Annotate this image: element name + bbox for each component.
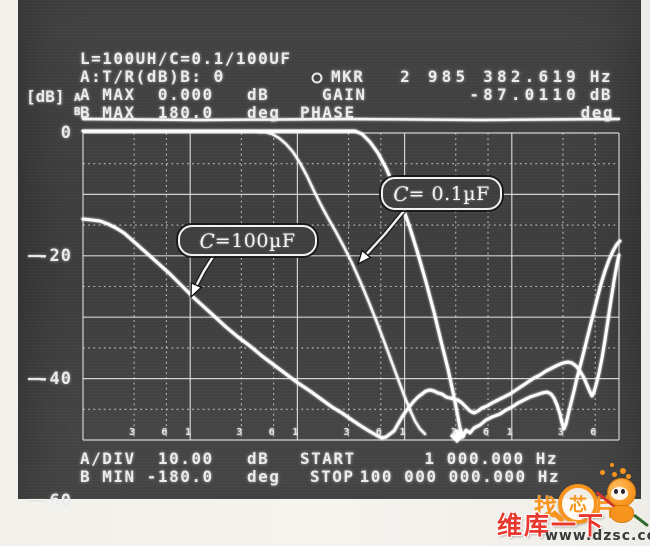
- callout-variable: C: [393, 181, 409, 206]
- measurement-traces: [81, 117, 622, 443]
- mkr-gain-unit: dB: [589, 85, 612, 104]
- start-frequency: 1 000.000 Hz: [424, 449, 558, 468]
- a-max-readout: A MAX 0.000 dB: [80, 85, 270, 104]
- mascot-antenna: [612, 472, 617, 477]
- marker-dot-icon: [311, 72, 323, 84]
- arrowhead-icon: [356, 249, 372, 266]
- x-tick-label: 1: [399, 427, 406, 438]
- gain-label: GAIN: [322, 85, 367, 104]
- title-readout: L=100UH/C=0.1/100UF: [80, 49, 292, 68]
- crt-screen-background: [18, 0, 641, 499]
- mascot-antenna: [626, 474, 631, 479]
- leader-line: [193, 251, 218, 289]
- graticule-grid: [82, 132, 620, 441]
- sparkle-icon: [600, 470, 605, 475]
- mascot-eye: [614, 489, 618, 494]
- trace-phase-trace-rolloff: [256, 130, 427, 436]
- mkr-gain-value: -87.0110: [469, 85, 580, 104]
- a-div-readout: A/DIV 10.00 dB: [80, 449, 270, 468]
- y-tick-label: -40: [38, 368, 72, 389]
- callout-c-100uf: C =100µF: [178, 225, 317, 256]
- y-tick-dash: [28, 254, 41, 257]
- x-tick-label: 3: [450, 427, 457, 438]
- y-tick-label: -60: [38, 491, 72, 512]
- mkr-frequency-value: 2 985 382.619: [400, 67, 580, 86]
- callout-c-0.1uf: C = 0.1µF: [381, 177, 502, 210]
- b-min-readout: B MIN -180.0 deg: [80, 467, 281, 486]
- y-axis-unit-label: [dB]: [26, 87, 65, 106]
- x-tick-label: 3: [129, 427, 136, 438]
- watermark-xin: 芯: [569, 495, 587, 516]
- channel-readout: A:T/R(dB)B: θ: [80, 67, 225, 86]
- callout-value: =100µF: [214, 229, 296, 252]
- y-tick-label: -20: [38, 245, 72, 266]
- arrowhead-icon: [190, 281, 203, 299]
- x-tick-label: 6: [375, 427, 382, 438]
- b-max-readout: B MAX 180.0 deg: [80, 103, 281, 122]
- channel-a-caret: A: [74, 91, 81, 104]
- phase-label: PHASE: [300, 103, 356, 122]
- y-tick-label: 0: [60, 123, 72, 143]
- y-tick-dash: [28, 500, 41, 503]
- callout-value: = 0.1µF: [408, 182, 490, 205]
- x-tick-label: 6: [161, 427, 168, 438]
- x-tick-label: 3: [557, 427, 564, 438]
- x-tick-label: 1: [185, 427, 192, 438]
- sparkle-icon: [620, 468, 626, 474]
- mkr-frequency-unit: Hz: [589, 67, 612, 86]
- sparkle-icon: [610, 463, 614, 467]
- x-tick-label: 6: [483, 427, 490, 438]
- x-tick-label: 6: [590, 427, 597, 438]
- stop-label: STOP: [310, 467, 355, 486]
- start-label: START: [300, 449, 356, 468]
- trace-series-1: [81, 217, 621, 440]
- channel-b-caret: B: [74, 105, 81, 118]
- mascot-eye: [621, 489, 625, 494]
- x-tick-label: 6: [268, 427, 275, 438]
- phase-unit: deg: [580, 103, 614, 122]
- trace-phase-trace-flat: [81, 117, 621, 122]
- watermark-brand: 维库一下: [497, 511, 606, 540]
- x-tick-label: 1: [506, 427, 513, 438]
- mascot-body: [610, 505, 634, 523]
- marker-diamond-icon: [450, 429, 464, 443]
- y-tick-dash: [28, 377, 41, 380]
- trace-series-0: [81, 129, 622, 439]
- stop-frequency: 100 000 000.000 Hz: [359, 467, 560, 486]
- x-tick-label: 3: [343, 427, 350, 438]
- magnifier-icon: 芯: [558, 484, 598, 524]
- leader-line: [362, 205, 409, 259]
- x-tick-label: 1: [292, 427, 299, 438]
- callout-variable: C: [199, 228, 215, 253]
- mkr-label: MKR: [331, 67, 365, 86]
- callout-leaders: [190, 204, 410, 299]
- watermark-url: www.dzsc.com: [545, 528, 650, 544]
- x-tick-label: 3: [236, 427, 243, 438]
